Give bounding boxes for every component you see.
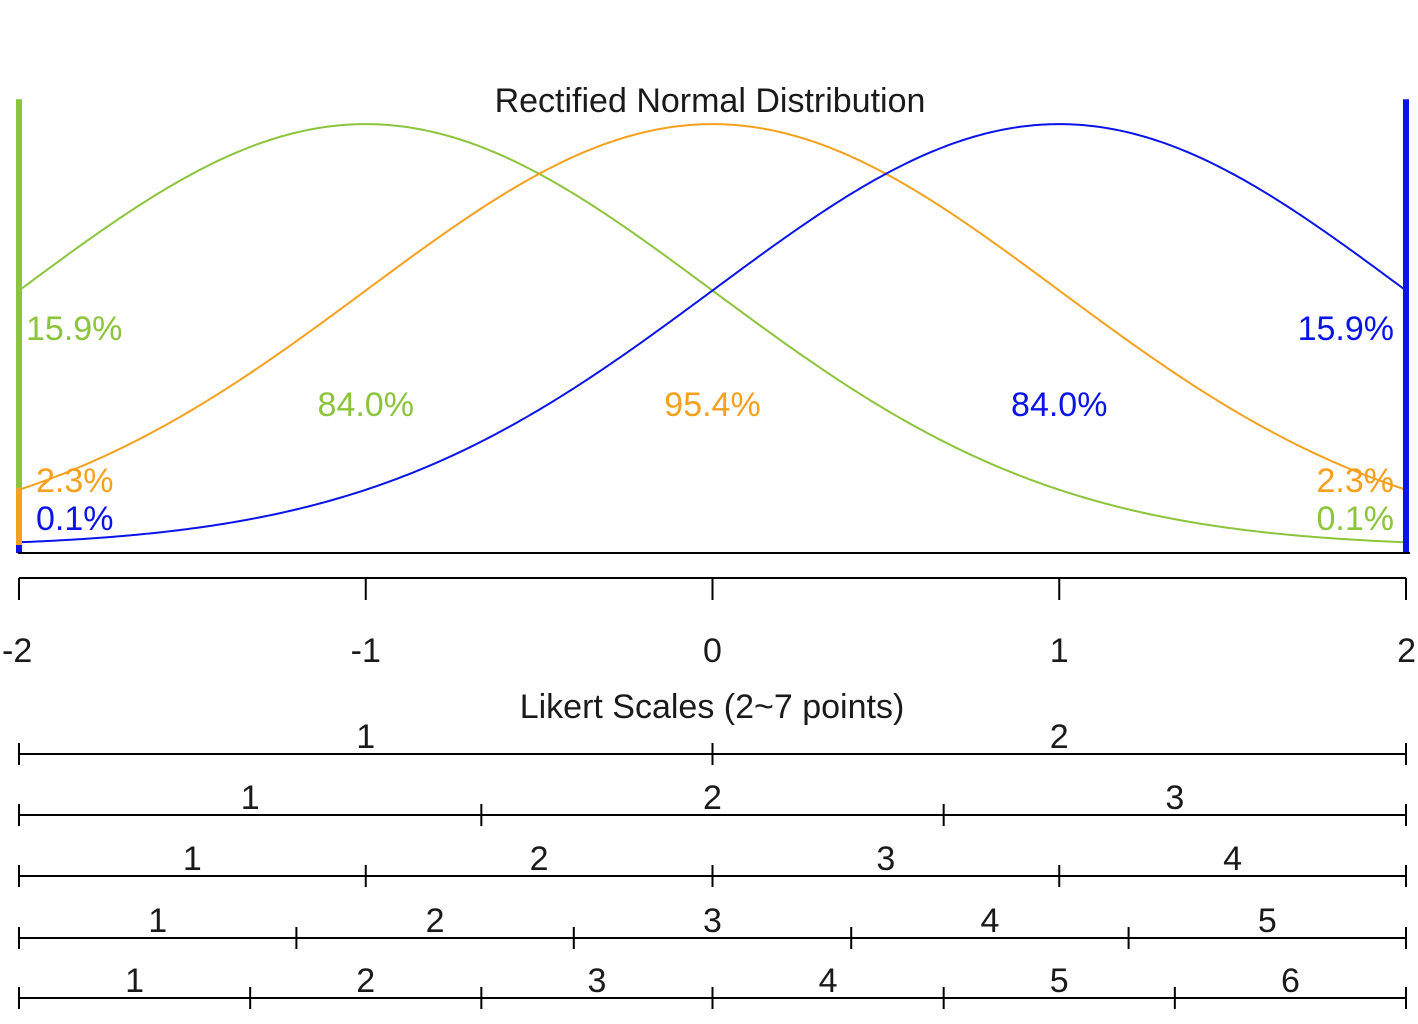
likert-label: 2: [530, 840, 549, 878]
center-label-3: 84.0%: [1011, 386, 1107, 424]
x-tick-label: 1: [1050, 632, 1069, 670]
likert-scale-5: 1 2 3 4 5: [18, 902, 1407, 949]
likert-label: 4: [1223, 840, 1242, 878]
tail-label-right-2: 2.3%: [1317, 462, 1395, 500]
likert-label: 5: [1258, 902, 1277, 940]
likert-label: 3: [1165, 779, 1184, 817]
tail-label-right-3: 15.9%: [1298, 310, 1394, 348]
likert-label: 2: [1050, 718, 1069, 756]
distribution-title: Rectified Normal Distribution: [495, 82, 926, 120]
percentage-labels: 15.9% 0.1% 84.0% 2.3% 2.3% 95.4% 0.1% 15.9% 84.0…: [26, 310, 1394, 538]
center-label-1: 84.0%: [318, 386, 414, 424]
rectified-spikes: [16, 99, 1409, 553]
likert-label: 4: [703, 1022, 722, 1024]
density-curve-2: [18, 123, 1407, 491]
density-curve-1: [18, 123, 1407, 544]
likert-title: Likert Scales (2~7 points): [520, 688, 905, 726]
tail-label-left-2: 2.3%: [36, 462, 114, 500]
likert-label: 1: [183, 840, 202, 878]
likert-label: 2: [307, 1022, 326, 1024]
likert-label: 1: [241, 779, 260, 817]
likert-label: 1: [148, 902, 167, 940]
tail-label-right-1: 0.1%: [1317, 500, 1395, 538]
likert-label: 6: [1099, 1022, 1118, 1024]
likert-label: 5: [1050, 962, 1069, 1000]
likert-label: 7: [1297, 1022, 1316, 1024]
likert-label: 2: [426, 902, 445, 940]
likert-scale-7: 1 2 3 4 5 6 7: [109, 1022, 1317, 1024]
likert-scale-6: 1 2 3 4 5 6: [18, 962, 1407, 1009]
likert-label: 3: [587, 962, 606, 1000]
likert-label: 3: [703, 902, 722, 940]
likert-scale-3: 1 2 3: [18, 779, 1407, 826]
likert-label: 4: [980, 902, 999, 940]
likert-label: 1: [109, 1022, 128, 1024]
likert-label: 5: [901, 1022, 920, 1024]
likert-label: 3: [505, 1022, 524, 1024]
likert-label: 2: [356, 962, 375, 1000]
tail-label-left-3: 0.1%: [36, 500, 114, 538]
likert-scales: 121231234123451234561234567: [18, 718, 1407, 1024]
likert-label: 6: [1281, 962, 1300, 1000]
tail-label-left-1: 15.9%: [26, 310, 122, 348]
x-tick-label: 2: [1397, 632, 1416, 670]
likert-label: 1: [125, 962, 144, 1000]
x-axis: -2 -1 0 1 2: [2, 577, 1416, 670]
density-curve-3: [18, 123, 1407, 544]
density-curves: [18, 123, 1407, 544]
likert-scale-4: 1 2 3 4: [18, 840, 1407, 887]
likert-label: 2: [703, 779, 722, 817]
x-tick-label: -1: [351, 632, 381, 670]
likert-label: 4: [819, 962, 838, 1000]
x-tick-label: -2: [2, 632, 32, 670]
x-tick-label: 0: [703, 632, 722, 670]
center-label-2: 95.4%: [664, 386, 760, 424]
likert-label: 3: [876, 840, 895, 878]
likert-label: 1: [356, 718, 375, 756]
